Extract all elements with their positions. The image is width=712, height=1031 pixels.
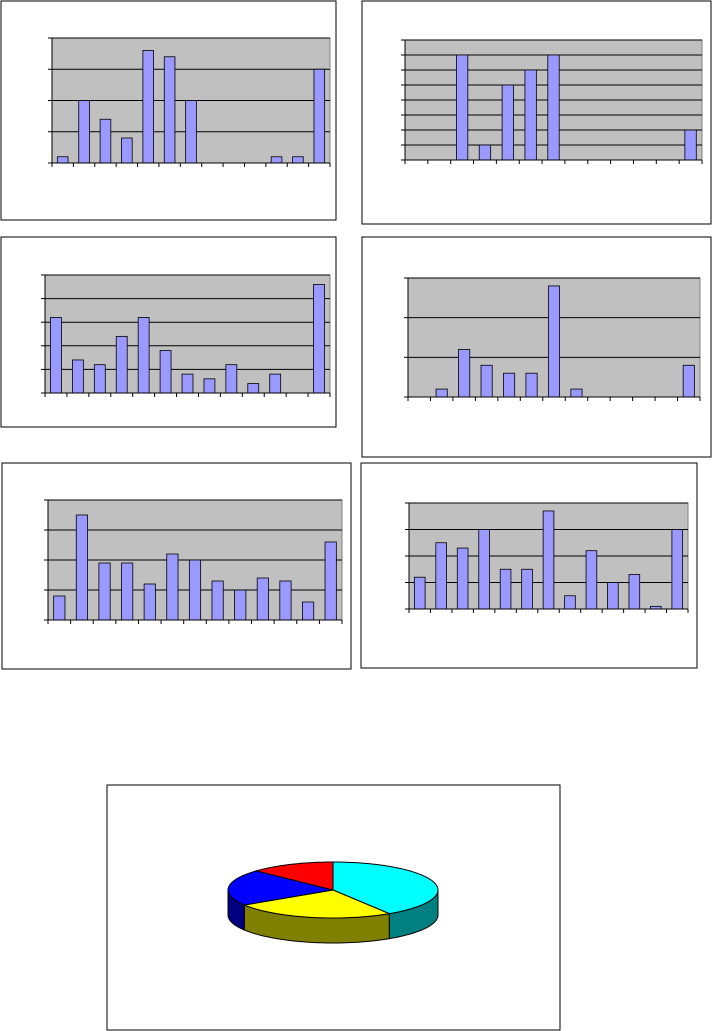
bar	[279, 580, 292, 621]
bar	[50, 317, 62, 394]
bar	[115, 335, 128, 394]
bar	[78, 100, 90, 164]
bar	[547, 285, 561, 398]
bar	[524, 69, 537, 161]
bar	[256, 577, 269, 621]
bar	[628, 574, 641, 610]
bar	[570, 388, 583, 398]
bar	[163, 56, 176, 164]
bar	[93, 364, 106, 394]
bar	[313, 284, 325, 394]
bar	[413, 576, 426, 610]
bar	[99, 118, 112, 164]
bar	[499, 568, 512, 610]
bar	[142, 50, 154, 164]
bar	[478, 529, 490, 610]
bar	[525, 372, 538, 398]
bar	[159, 350, 172, 394]
bar	[185, 100, 197, 164]
bar	[435, 388, 448, 398]
bar	[270, 156, 283, 164]
bar	[269, 373, 282, 394]
bar	[121, 137, 133, 164]
bar	[503, 372, 516, 398]
bar	[188, 559, 202, 621]
bar	[607, 582, 619, 610]
bar	[137, 317, 150, 394]
bar	[98, 562, 111, 621]
bar	[435, 542, 447, 610]
bar	[75, 514, 88, 621]
bar	[521, 568, 533, 610]
bar	[292, 156, 304, 164]
bar	[324, 541, 337, 621]
bar	[203, 378, 216, 394]
bar	[313, 68, 326, 164]
bar	[456, 54, 469, 161]
bar	[53, 595, 66, 621]
bar	[542, 510, 555, 610]
bar	[671, 529, 684, 610]
pie-slice	[242, 889, 392, 919]
bar	[302, 601, 315, 621]
bar	[458, 348, 471, 398]
bar	[72, 359, 84, 394]
bar	[234, 589, 247, 621]
bar	[480, 364, 493, 398]
bar	[585, 550, 598, 610]
plot-area	[44, 274, 331, 394]
bar	[501, 84, 514, 161]
pie-slice	[227, 870, 334, 906]
bar	[247, 383, 260, 394]
bar	[121, 562, 134, 621]
bar	[181, 373, 194, 394]
bar	[684, 129, 697, 161]
bar	[547, 54, 560, 161]
bar	[478, 144, 492, 161]
bar	[56, 156, 69, 164]
bar	[143, 583, 156, 621]
bar	[682, 364, 695, 398]
bar	[225, 364, 238, 394]
bar	[211, 580, 224, 621]
bar	[166, 553, 179, 621]
bar	[564, 595, 576, 610]
pie-slice	[254, 861, 334, 891]
bar	[456, 547, 469, 610]
